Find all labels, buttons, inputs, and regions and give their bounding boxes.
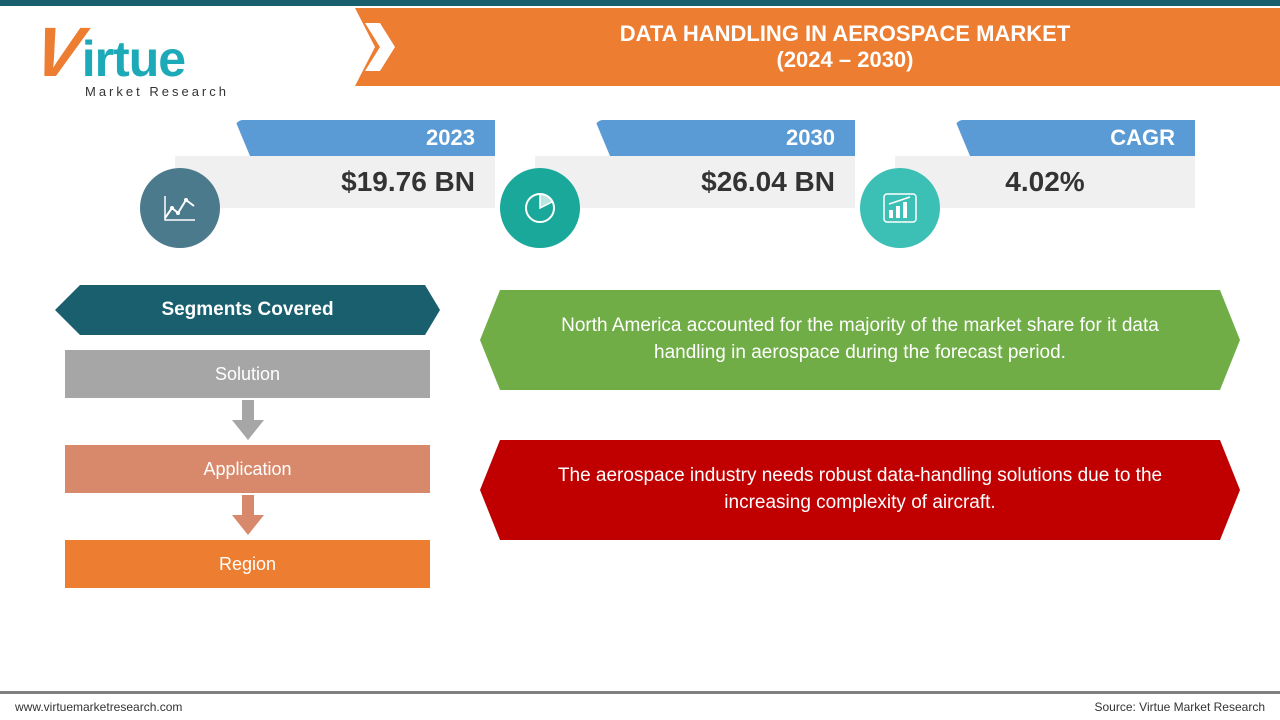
brand-logo: Virtue Market Research <box>35 12 335 102</box>
callout-green: North America accounted for the majority… <box>480 290 1240 390</box>
stat-value: 4.02% <box>895 156 1195 208</box>
stat-card-2023: 2023 $19.76 BN <box>175 120 495 208</box>
footer-divider <box>0 691 1280 694</box>
footer-source: Source: Virtue Market Research <box>1094 700 1265 714</box>
logo-subtitle: Market Research <box>85 84 335 99</box>
stat-label: CAGR <box>955 120 1195 156</box>
stat-card-cagr: CAGR 4.02% <box>895 120 1195 208</box>
stat-label: 2023 <box>235 120 495 156</box>
title-line2: (2024 – 2030) <box>620 47 1071 73</box>
callout-text: The aerospace industry needs robust data… <box>530 463 1190 516</box>
segment-application: Application <box>65 445 430 493</box>
segment-region: Region <box>65 540 430 588</box>
callout-red: The aerospace industry needs robust data… <box>480 440 1240 540</box>
segments-header: Segments Covered <box>55 285 440 335</box>
bar-chart-icon <box>860 168 940 248</box>
title-line1: DATA HANDLING IN AEROSPACE MARKET <box>620 21 1071 47</box>
logo-brand-text: irtue <box>82 31 185 87</box>
callout-text: North America accounted for the majority… <box>530 313 1190 366</box>
stat-card-2030: 2030 $26.04 BN <box>535 120 855 208</box>
title-banner: DATA HANDLING IN AEROSPACE MARKET (2024 … <box>370 8 1280 86</box>
down-arrow-icon <box>230 400 266 442</box>
stat-label: 2030 <box>595 120 855 156</box>
stat-value: $19.76 BN <box>175 156 495 208</box>
pie-chart-icon <box>500 168 580 248</box>
stat-value: $26.04 BN <box>535 156 855 208</box>
line-chart-icon <box>140 168 220 248</box>
logo-v-letter: V <box>28 12 89 92</box>
down-arrow-icon <box>230 495 266 537</box>
segment-solution: Solution <box>65 350 430 398</box>
footer-url: www.virtuemarketresearch.com <box>15 700 182 714</box>
top-accent-bar <box>0 0 1280 6</box>
